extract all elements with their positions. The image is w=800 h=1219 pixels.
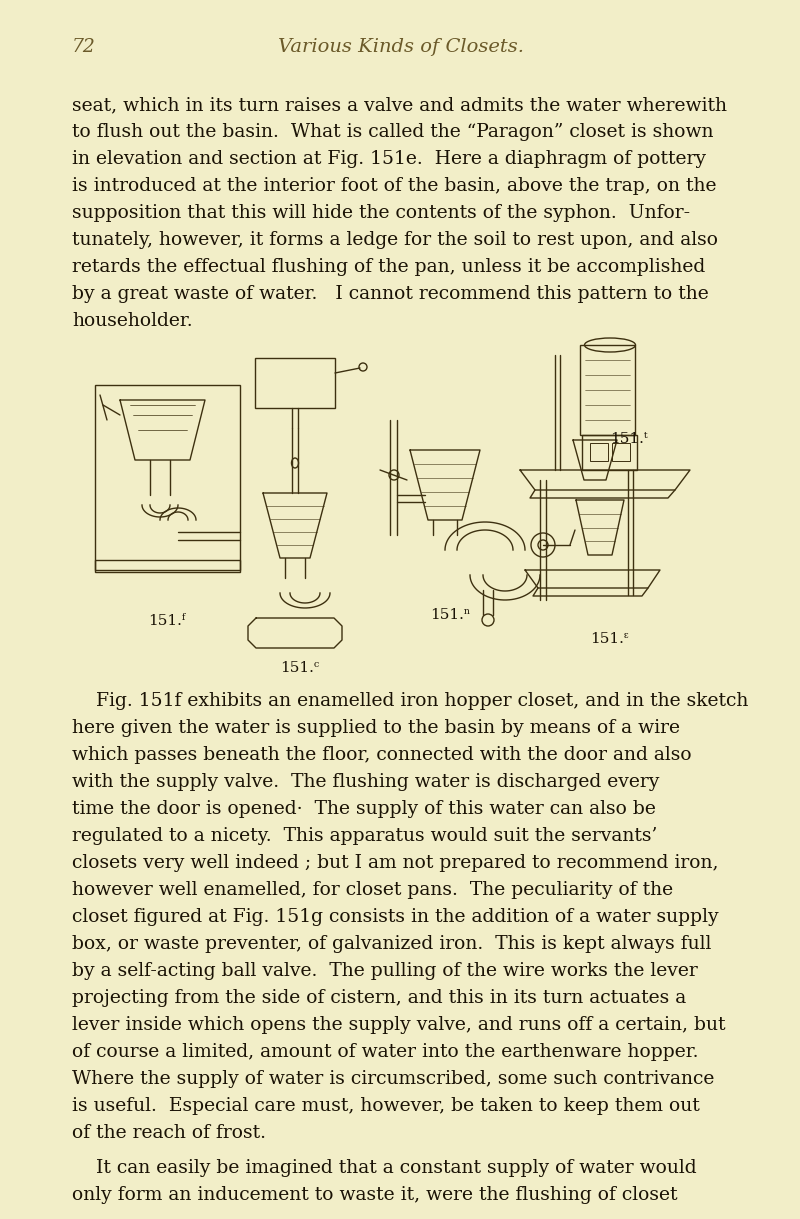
Text: to flush out the basin.  What is called the “Paragon” closet is shown: to flush out the basin. What is called t…	[72, 123, 714, 141]
Text: It can easily be imagined that a constant supply of water would: It can easily be imagined that a constan…	[72, 1159, 697, 1178]
Bar	[580, 345, 635, 435]
Text: Various Kinds of Closets.: Various Kinds of Closets.	[278, 38, 524, 56]
Text: 151.ⁿ: 151.ⁿ	[430, 608, 470, 622]
Text: here given the water is supplied to the basin by means of a wire: here given the water is supplied to the …	[72, 719, 680, 737]
Text: is useful.  Especial care must, however, be taken to keep them out: is useful. Especial care must, however, …	[72, 1097, 700, 1115]
Text: time the door is opened·  The supply of this water can also be: time the door is opened· The supply of t…	[72, 800, 656, 818]
Text: Fig. 151f exhibits an enamelled iron hopper closet, and in the sketch: Fig. 151f exhibits an enamelled iron hop…	[72, 692, 748, 709]
Text: tunately, however, it forms a ledge for the soil to rest upon, and also: tunately, however, it forms a ledge for …	[72, 230, 718, 249]
Text: which passes beneath the floor, connected with the door and also: which passes beneath the floor, connecte…	[72, 746, 692, 764]
Text: in elevation and section at Fig. 151e.  Here a diaphragm of pottery: in elevation and section at Fig. 151e. H…	[72, 150, 706, 168]
Text: closet figured at Fig. 151g consists in the addition of a water supply: closet figured at Fig. 151g consists in …	[72, 908, 718, 926]
Text: is introduced at the interior foot of the basin, above the trap, on the: is introduced at the interior foot of th…	[72, 177, 717, 195]
Text: supposition that this will hide the contents of the syphon.  Unfor-: supposition that this will hide the cont…	[72, 204, 690, 222]
Text: householder.: householder.	[72, 312, 193, 330]
Bar	[95, 560, 240, 572]
Bar	[255, 358, 335, 408]
Text: lever inside which opens the supply valve, and runs off a certain, but: lever inside which opens the supply valv…	[72, 1015, 726, 1034]
Bar	[95, 385, 240, 570]
Text: by a self-acting ball valve.  The pulling of the wire works the lever: by a self-acting ball valve. The pulling…	[72, 962, 698, 980]
Text: 72: 72	[72, 38, 96, 56]
Bar	[582, 435, 637, 471]
Text: box, or waste preventer, of galvanized iron.  This is kept always full: box, or waste preventer, of galvanized i…	[72, 935, 711, 953]
Text: Where the supply of water is circumscribed, some such contrivance: Where the supply of water is circumscrib…	[72, 1070, 714, 1089]
Text: 151.ᵋ: 151.ᵋ	[590, 631, 629, 646]
Text: 151.ᶜ: 151.ᶜ	[281, 661, 319, 675]
Text: closets very well indeed ; but I am not prepared to recommend iron,: closets very well indeed ; but I am not …	[72, 855, 718, 872]
Text: retards the effectual flushing of the pan, unless it be accomplished: retards the effectual flushing of the pa…	[72, 258, 706, 275]
Text: by a great waste of water.   I cannot recommend this pattern to the: by a great waste of water. I cannot reco…	[72, 285, 709, 304]
Text: seat, which in its turn raises a valve and admits the water wherewith: seat, which in its turn raises a valve a…	[72, 96, 727, 115]
Text: only form an inducement to waste it, were the flushing of closet: only form an inducement to waste it, wer…	[72, 1186, 678, 1204]
Text: regulated to a nicety.  This apparatus would suit the servants’: regulated to a nicety. This apparatus wo…	[72, 826, 658, 845]
Text: 151.ᵗ: 151.ᵗ	[610, 432, 648, 446]
Bar	[590, 442, 608, 461]
Text: projecting from the side of cistern, and this in its turn actuates a: projecting from the side of cistern, and…	[72, 989, 686, 1007]
Text: however well enamelled, for closet pans.  The peculiarity of the: however well enamelled, for closet pans.…	[72, 881, 673, 898]
Text: of course a limited, amount of water into the earthenware hopper.: of course a limited, amount of water int…	[72, 1043, 698, 1061]
Text: with the supply valve.  The flushing water is discharged every: with the supply valve. The flushing wate…	[72, 773, 659, 791]
Text: 151.ᶠ: 151.ᶠ	[148, 614, 186, 628]
Bar	[612, 442, 630, 461]
Text: of the reach of frost.: of the reach of frost.	[72, 1124, 266, 1142]
